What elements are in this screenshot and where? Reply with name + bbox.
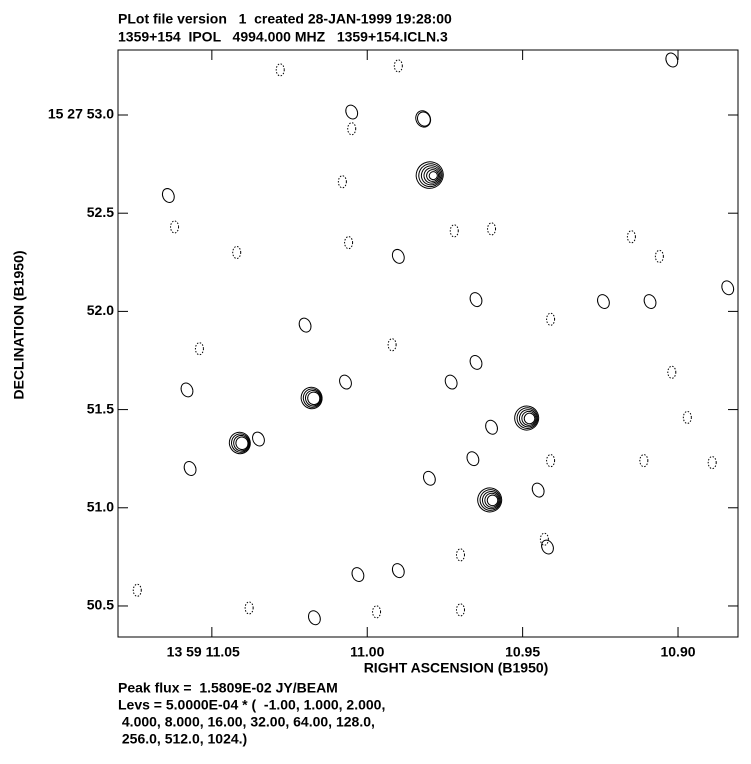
contour xyxy=(233,434,250,452)
contour xyxy=(485,419,498,435)
contour xyxy=(417,111,431,127)
negative-contour xyxy=(170,220,180,234)
x-tick-label: 10.90 xyxy=(660,644,695,660)
negative-contour xyxy=(337,175,347,189)
contour xyxy=(422,470,436,486)
y-tick-label: 52.0 xyxy=(87,302,114,318)
contour xyxy=(426,169,440,182)
contour xyxy=(466,451,480,467)
contour xyxy=(391,248,405,264)
negative-contour xyxy=(344,236,354,250)
contour xyxy=(541,539,554,555)
contour xyxy=(518,409,538,428)
contour xyxy=(721,280,735,296)
negative-contour xyxy=(546,454,556,468)
negative-contour xyxy=(639,454,649,468)
contour xyxy=(300,386,323,410)
y-tick-label: 15 27 53.0 xyxy=(48,106,114,122)
y-tick-label: 52.5 xyxy=(87,204,114,220)
negative-contour xyxy=(682,410,692,424)
negative-contour xyxy=(487,222,497,236)
negative-contour xyxy=(455,603,465,617)
contour xyxy=(481,490,501,510)
negative-contour xyxy=(546,312,556,326)
y-tick-label: 51.5 xyxy=(87,400,114,416)
contour xyxy=(423,167,441,184)
contour xyxy=(484,492,500,508)
contour xyxy=(479,489,502,511)
contour xyxy=(523,412,536,425)
contour xyxy=(345,104,359,120)
contour xyxy=(298,317,312,333)
contour xyxy=(391,563,405,579)
y-tick-label: 51.0 xyxy=(87,498,114,514)
contour xyxy=(161,188,175,203)
contour xyxy=(304,389,322,407)
negative-contour xyxy=(707,456,717,470)
contour xyxy=(643,294,657,310)
contour xyxy=(351,567,365,582)
contour xyxy=(415,161,444,189)
contour xyxy=(228,431,251,455)
contour xyxy=(307,391,321,406)
negative-contour xyxy=(132,583,142,597)
contour xyxy=(231,433,251,453)
contour xyxy=(428,171,438,181)
negative-contour xyxy=(232,245,242,259)
negative-contour xyxy=(387,338,397,352)
contour xyxy=(597,294,610,310)
negative-contour xyxy=(667,365,677,379)
x-axis-label: RIGHT ASCENSION (B1950) xyxy=(364,660,549,676)
negative-contour xyxy=(194,342,204,356)
x-tick-label: 11.00 xyxy=(350,644,384,660)
contour xyxy=(420,165,442,186)
y-tick-label: 50.5 xyxy=(87,597,114,613)
footer-note: Peak flux = 1.5809E-02 JY/BEAM xyxy=(118,680,338,696)
contour xyxy=(183,461,197,476)
contour xyxy=(252,431,265,447)
footer-note: Levs = 5.0000E-04 * ( -1.00, 1.000, 2.00… xyxy=(118,697,385,713)
footer-note: 256.0, 512.0, 1024.) xyxy=(118,731,247,747)
contour xyxy=(307,610,321,626)
contour xyxy=(521,410,537,426)
chart-title: PLot file version 1 created 28-JAN-1999 … xyxy=(118,11,452,27)
negative-contour xyxy=(449,224,459,238)
chart-subtitle: 1359+154 IPOL 4994.000 MHZ 1359+154.ICLN… xyxy=(118,29,448,45)
contour xyxy=(180,382,194,398)
contour xyxy=(418,163,443,188)
x-tick-label: 10.95 xyxy=(505,644,540,660)
contour xyxy=(516,407,539,429)
contour xyxy=(235,436,249,451)
negative-contour xyxy=(654,249,664,263)
negative-contour xyxy=(347,122,357,136)
x-tick-label: 13 59 11.05 xyxy=(167,644,240,660)
negative-contour xyxy=(275,63,285,77)
negative-contour xyxy=(393,59,403,73)
contour xyxy=(339,374,352,390)
y-axis-label: DECLINATION (B1950) xyxy=(11,250,27,399)
contour xyxy=(514,405,540,431)
negative-contour xyxy=(455,548,465,562)
contour xyxy=(531,482,545,498)
negative-contour xyxy=(626,230,636,244)
negative-contour xyxy=(539,532,549,546)
contour xyxy=(469,355,483,370)
contour xyxy=(477,487,503,513)
contour xyxy=(486,494,499,507)
plot-frame xyxy=(117,49,739,638)
contour xyxy=(665,52,679,68)
negative-contour xyxy=(372,605,382,619)
contour xyxy=(469,292,483,308)
negative-contour xyxy=(244,601,254,615)
footer-note: 4.000, 8.000, 16.00, 32.00, 64.00, 128.0… xyxy=(118,714,375,730)
contour xyxy=(444,374,458,390)
contour xyxy=(302,388,322,408)
